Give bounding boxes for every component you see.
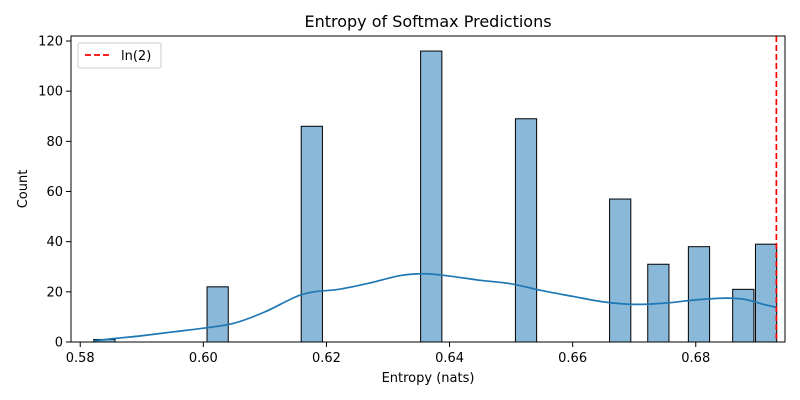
x-axis-ticks: 0.58 0.60 0.62 0.64 0.66 0.68	[66, 342, 710, 366]
histogram-bar	[420, 50, 443, 343]
legend[interactable]: ln(2)	[77, 42, 162, 69]
kde-curve	[93, 272, 778, 342]
x-axis-label: Entropy (nats)	[382, 371, 475, 386]
y-tick-label: 60	[46, 185, 63, 200]
x-tick-label: 0.62	[312, 351, 341, 366]
y-axis-label: Count	[16, 170, 31, 209]
chart-title: Entropy of Softmax Predictions	[304, 12, 551, 31]
y-tick-label: 40	[46, 235, 63, 250]
x-tick-label: 0.58	[66, 351, 95, 366]
x-tick-label: 0.64	[435, 351, 464, 366]
plot-frame	[70, 35, 786, 343]
histogram-bar	[732, 288, 755, 343]
y-tick-label: 20	[46, 285, 63, 300]
legend-box	[77, 42, 162, 69]
y-axis-ticks: 0 20 40 60 80 100 120	[38, 35, 71, 351]
x-tick-label: 0.68	[681, 351, 710, 366]
histogram-bar	[609, 198, 632, 343]
y-tick-label: 0	[55, 336, 63, 351]
histogram-bar	[687, 246, 711, 343]
x-tick-label: 0.66	[558, 351, 587, 366]
x-tick-label: 0.60	[189, 351, 218, 366]
legend-ln2-label: ln(2)	[121, 49, 151, 64]
y-tick-label: 100	[38, 85, 63, 100]
histogram-bar	[206, 286, 229, 343]
histogram-bar	[300, 125, 323, 343]
histogram-bar	[754, 243, 778, 343]
histogram-bar	[514, 118, 538, 343]
histogram-bars	[93, 50, 778, 343]
y-tick-label: 80	[46, 135, 63, 150]
y-tick-label: 120	[38, 35, 63, 50]
